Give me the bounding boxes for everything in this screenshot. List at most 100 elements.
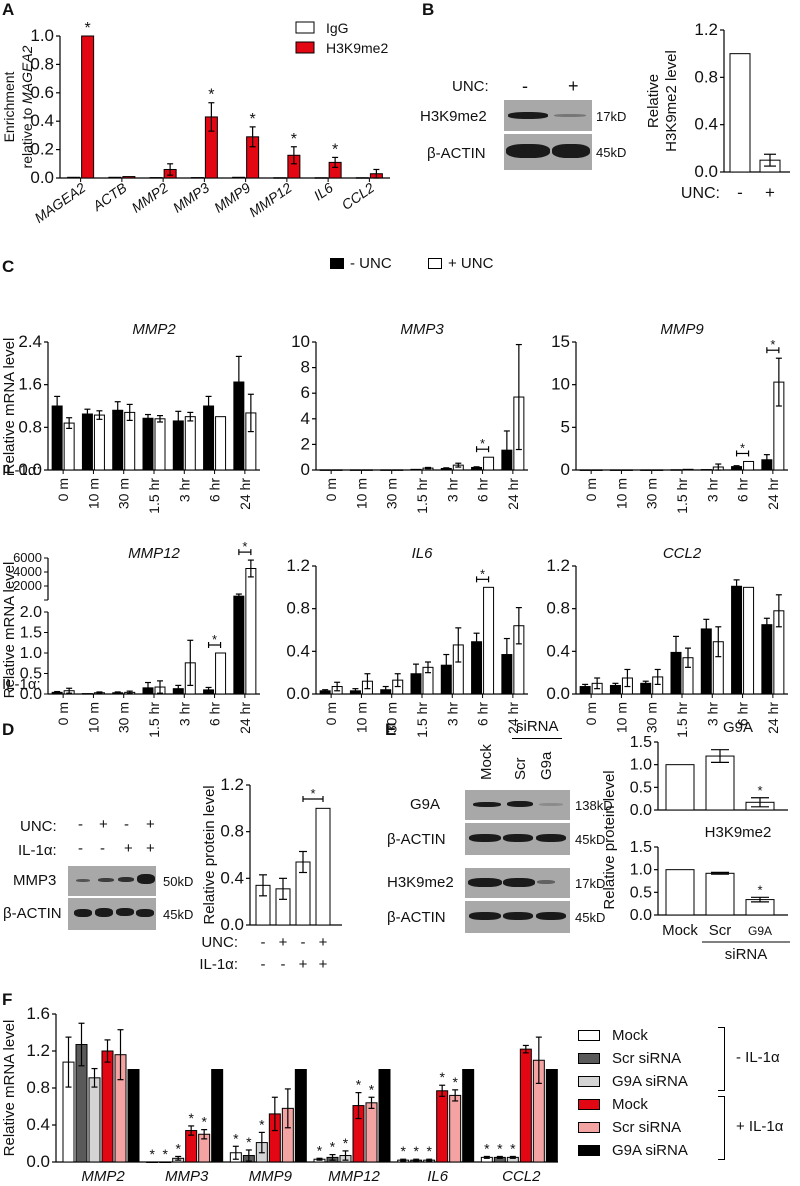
svg-text:0.0: 0.0 (546, 684, 570, 703)
svg-text:4000: 4000 (13, 564, 42, 579)
blot-d-unc-sign-1: - (78, 816, 83, 833)
svg-text:Relative mRNA level: Relative mRNA level (1, 338, 18, 475)
svg-text:UNC:: UNC: (201, 934, 238, 951)
svg-text:ACTB: ACTB (89, 179, 130, 214)
svg-text:MMP2: MMP2 (81, 1168, 125, 1185)
blot-d-unc-label: UNC: (20, 818, 57, 835)
svg-text:24 hr: 24 hr (237, 702, 253, 734)
svg-text:*: * (233, 1130, 239, 1146)
svg-text:*: * (317, 1142, 323, 1158)
svg-text:MMP2: MMP2 (132, 321, 176, 338)
svg-text:0.4: 0.4 (694, 115, 718, 134)
svg-text:1.2: 1.2 (220, 775, 244, 794)
chart-a-chip-enrichment: 0.0 0.2 0.4 0.6 0.8 1.0 Enrichment relative to … (1, 20, 390, 226)
legend-f-item: Scr siRNA (578, 1048, 681, 1068)
svg-text:1.2: 1.2 (286, 556, 310, 575)
svg-text:*: * (201, 1114, 207, 1130)
svg-text:-: - (737, 183, 743, 202)
legend-f-label: G9A siRNA (612, 1141, 688, 1159)
svg-text:MMP2: MMP2 (129, 179, 171, 215)
blot-e-h3k9me2 (465, 868, 570, 898)
svg-text:4: 4 (301, 409, 310, 428)
svg-text:10 m: 10 m (613, 702, 629, 733)
legend-f-item: Mock (578, 1025, 648, 1045)
legend-f-item: G9A siRNA (578, 1140, 688, 1160)
svg-text:1.2: 1.2 (546, 556, 570, 575)
svg-text:0: 0 (561, 460, 570, 479)
svg-text:1.0: 1.0 (20, 645, 42, 662)
svg-text:0.8: 0.8 (18, 417, 42, 436)
svg-text:*: * (480, 566, 485, 581)
svg-text:0 m: 0 m (323, 702, 339, 725)
svg-text:*: * (259, 1116, 265, 1132)
blot-e-kd-4: 45kD (575, 910, 606, 925)
svg-text:2: 2 (301, 434, 310, 453)
svg-text:6 hr: 6 hr (475, 478, 491, 502)
blot-d-actin (68, 898, 156, 930)
svg-text:24 hr: 24 hr (765, 702, 781, 734)
legend-f-swatch (578, 1121, 600, 1133)
svg-text:*: * (175, 1140, 181, 1156)
panel-letter-f: F (2, 990, 13, 1009)
svg-text:30 m: 30 m (116, 702, 132, 733)
svg-text:8: 8 (301, 358, 310, 377)
svg-text:1.2: 1.2 (694, 20, 718, 39)
blot-b-actin (504, 134, 592, 170)
svg-text:0.4: 0.4 (546, 641, 570, 660)
svg-text:*: * (85, 20, 91, 37)
svg-text:MMP9: MMP9 (660, 321, 704, 338)
svg-text:0.8: 0.8 (30, 54, 54, 73)
svg-text:*: * (246, 1134, 252, 1150)
svg-text:*: * (757, 882, 762, 897)
svg-text:0.8: 0.8 (694, 67, 718, 86)
svg-text:Scr: Scr (709, 922, 732, 939)
svg-text:0.2: 0.2 (30, 140, 54, 159)
svg-text:0.8: 0.8 (286, 599, 310, 618)
svg-text:MMP12: MMP12 (328, 1168, 380, 1185)
legend-c-plus-unc: + UNC (448, 255, 494, 272)
svg-text:IL6: IL6 (311, 179, 336, 203)
panel-letter-c: C (2, 257, 15, 276)
svg-text:1.6: 1.6 (18, 375, 42, 394)
svg-text:*: * (162, 1146, 168, 1162)
svg-text:+: + (299, 956, 308, 973)
svg-text:+: + (319, 956, 328, 973)
svg-text:MMP12: MMP12 (128, 545, 180, 562)
svg-text:0 m: 0 m (55, 478, 71, 501)
svg-text:Mock: Mock (662, 922, 698, 939)
svg-text:1.5 hr: 1.5 hr (146, 702, 162, 738)
svg-text:Enrichment: Enrichment (1, 71, 17, 142)
panel-letter-d: D (2, 720, 15, 739)
legend-f-bracket (718, 1096, 725, 1160)
svg-text:10 m: 10 m (85, 702, 101, 733)
panel-letter-a: A (2, 0, 15, 19)
svg-text:24 hr: 24 hr (765, 478, 781, 510)
svg-text:0.5: 0.5 (630, 884, 652, 901)
legend-f-item: G9A siRNA (578, 1071, 688, 1091)
svg-text:2.0: 2.0 (20, 604, 42, 621)
svg-text:*: * (400, 1143, 406, 1159)
svg-text:6 hr: 6 hr (207, 478, 223, 502)
svg-text:3 hr: 3 hr (444, 478, 460, 502)
blot-b-lane-2: + (568, 76, 579, 96)
svg-text:*: * (310, 786, 315, 801)
svg-text:0.0: 0.0 (18, 460, 42, 479)
svg-text:CCL2: CCL2 (339, 179, 378, 213)
svg-text:*: * (242, 539, 247, 554)
svg-text:*: * (369, 1081, 375, 1097)
svg-text:1.5 hr: 1.5 hr (414, 478, 430, 514)
chart-b-h3k9me2-level: 0.0 0.4 0.8 1.2 Relative H3K9me2 level - + UNC: (645, 20, 790, 202)
svg-text:*: * (356, 1077, 362, 1093)
blot-e-kd-3: 17kD (575, 876, 606, 891)
blot-b-row-label-1: H3K9me2 (420, 108, 487, 125)
svg-text:*: * (510, 1140, 516, 1156)
svg-text:1.0: 1.0 (630, 862, 652, 879)
legend-c-plus-unc-swatch (428, 258, 442, 269)
svg-text:H3K9me2: H3K9me2 (326, 40, 388, 56)
panel-letter-e: E (385, 720, 397, 739)
svg-text:1.0: 1.0 (630, 757, 652, 774)
legend-f-swatch (578, 1029, 600, 1041)
blot-d-mmp3 (68, 866, 156, 896)
blot-d-unc-sign-4: + (146, 816, 155, 833)
svg-text:IgG: IgG (326, 20, 349, 36)
